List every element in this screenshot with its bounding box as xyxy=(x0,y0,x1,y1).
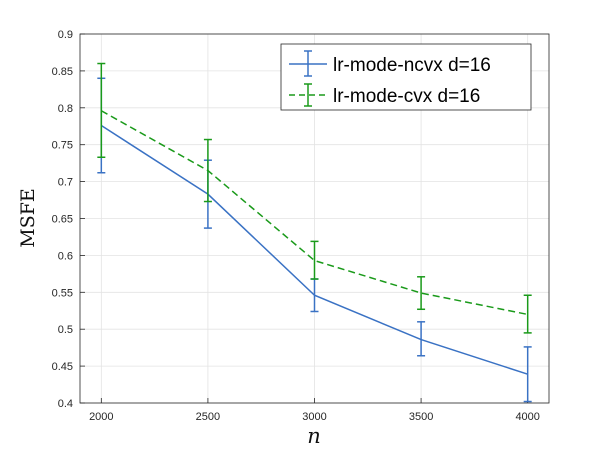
y-tick-label: 0.4 xyxy=(58,398,73,410)
y-tick-label: 0.8 xyxy=(58,103,73,115)
legend-box xyxy=(280,43,532,111)
y-tick-label: 0.65 xyxy=(52,214,73,226)
x-axis-label: n xyxy=(307,424,321,448)
y-tick-label: 0.7 xyxy=(58,177,73,189)
legend: lr-mode-ncvx d=16 lr-mode-cvx d=16 xyxy=(280,43,532,111)
legend-entry-ncvx: lr-mode-ncvx d=16 xyxy=(289,50,491,77)
x-tick-label: 2000 xyxy=(89,411,113,423)
x-tick-label: 4000 xyxy=(515,411,539,423)
y-tick-label: 0.5 xyxy=(58,324,73,336)
y-tick-label: 0.85 xyxy=(52,66,73,78)
y-tick-label: 0.6 xyxy=(58,250,73,262)
series-line-cvx xyxy=(100,110,528,316)
x-tick-label: 2500 xyxy=(196,411,220,423)
ticks: 2000 2500 3000 3500 4000 0.4 0.45 0.5 0.55 0.6 0.6… xyxy=(52,29,540,423)
series-group xyxy=(97,62,532,403)
y-tick-label: 0.75 xyxy=(52,140,73,152)
y-tick-label: 0.55 xyxy=(52,287,73,299)
legend-entry-cvx: lr-mode-cvx d=16 xyxy=(289,83,480,107)
legend-label-ncvx: lr-mode-ncvx d=16 xyxy=(333,55,491,76)
series-cvx xyxy=(97,62,532,334)
legend-label-cvx: lr-mode-cvx d=16 xyxy=(333,86,480,107)
x-tick-label: 3000 xyxy=(302,411,326,423)
y-tick-label: 0.45 xyxy=(52,361,73,373)
y-axis-label: MSFE xyxy=(17,188,39,248)
y-tick-label: 0.9 xyxy=(58,29,73,41)
x-tick-label: 3500 xyxy=(409,411,433,423)
